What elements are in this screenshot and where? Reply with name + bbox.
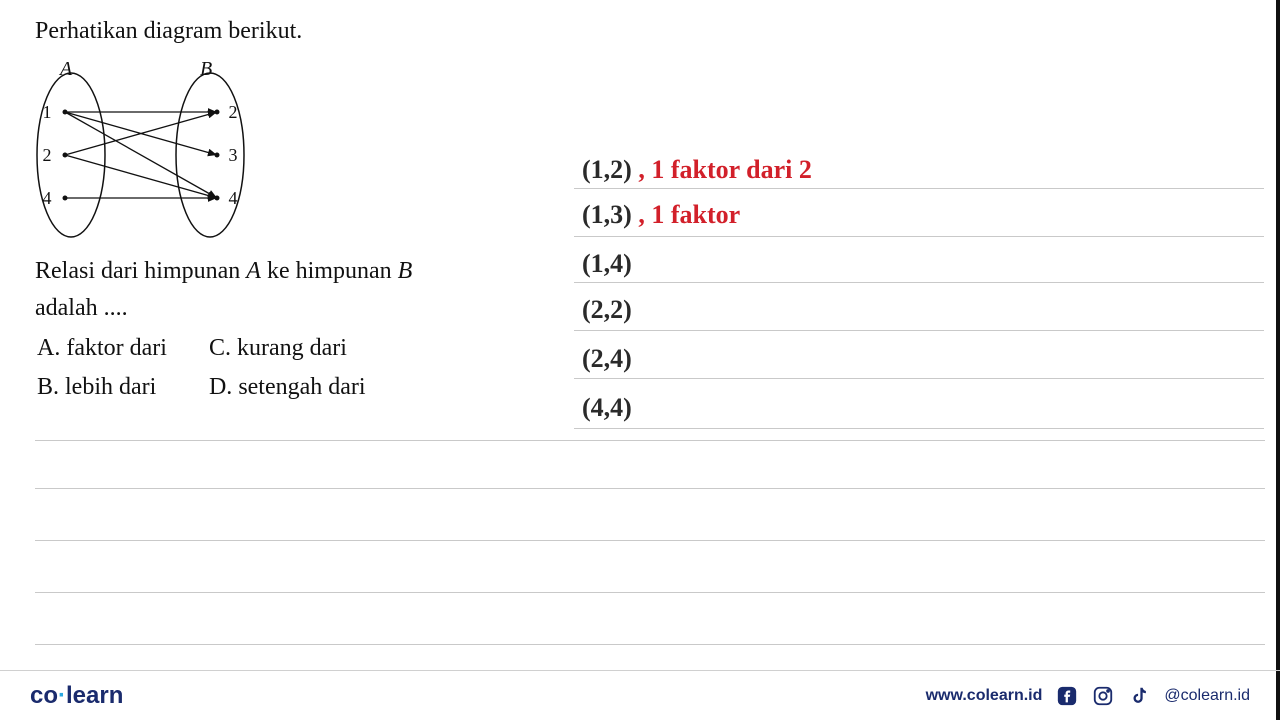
pair-text: (1,4) bbox=[582, 249, 632, 278]
opt-b-label: B. bbox=[37, 374, 59, 400]
ruled-line bbox=[35, 540, 1265, 541]
footer-right: www.colearn.id @colearn.id bbox=[926, 685, 1250, 707]
svg-text:3: 3 bbox=[229, 145, 238, 165]
handwritten-pair: (4,4) bbox=[582, 393, 632, 423]
opt-a-text: faktor dari bbox=[66, 335, 167, 361]
ruled-line bbox=[35, 592, 1265, 593]
q-line2: adalah .... bbox=[35, 295, 128, 321]
opt-c-label: C. bbox=[209, 335, 231, 361]
pair-note: , 1 faktor dari 2 bbox=[632, 155, 812, 184]
option-a: A. faktor dari bbox=[37, 330, 207, 367]
handwritten-pair: (2,4) bbox=[582, 344, 632, 374]
handwritten-pair: (1,4) bbox=[582, 249, 632, 279]
ruled-line bbox=[574, 236, 1264, 237]
footer: co·learn www.colearn.id @colearn.id bbox=[0, 670, 1280, 720]
svg-text:1: 1 bbox=[43, 102, 52, 122]
pair-text: (1,3) bbox=[582, 200, 632, 229]
facebook-icon[interactable] bbox=[1056, 685, 1078, 707]
pair-note: , 1 faktor bbox=[632, 200, 740, 229]
prompt-text: Perhatikan diagram berikut. bbox=[35, 18, 302, 45]
svg-text:2: 2 bbox=[229, 102, 238, 122]
opt-b-text: lebih dari bbox=[65, 374, 156, 400]
instagram-icon[interactable] bbox=[1092, 685, 1114, 707]
opt-c-text: kurang dari bbox=[237, 335, 347, 361]
svg-text:2: 2 bbox=[43, 145, 52, 165]
footer-handle: @colearn.id bbox=[1164, 687, 1250, 705]
question-text: Relasi dari himpunan A ke himpunan B ada… bbox=[35, 253, 565, 327]
ruled-line bbox=[574, 428, 1264, 429]
option-b: B. lebih dari bbox=[37, 369, 207, 406]
opt-d-label: D. bbox=[209, 374, 232, 400]
q-B: B bbox=[398, 258, 413, 284]
pair-text: (2,4) bbox=[582, 344, 632, 373]
handwritten-pair: (1,3) , 1 faktor bbox=[582, 200, 740, 230]
ruled-line bbox=[574, 282, 1264, 283]
footer-url[interactable]: www.colearn.id bbox=[926, 687, 1043, 705]
page: Perhatikan diagram berikut. A B 1 2 4 2 3 4 R… bbox=[0, 0, 1280, 720]
logo-pre: co bbox=[30, 682, 58, 709]
handwritten-pair: (1,2) , 1 faktor dari 2 bbox=[582, 155, 812, 185]
opt-a-label: A. bbox=[37, 335, 60, 361]
q-part1: Relasi dari himpunan bbox=[35, 258, 246, 284]
ruled-line bbox=[35, 488, 1265, 489]
option-d: D. setengah dari bbox=[209, 369, 406, 406]
q-mid: ke himpunan bbox=[261, 258, 398, 284]
ruled-line bbox=[35, 644, 1265, 645]
logo-post: learn bbox=[66, 682, 123, 709]
options-table: A. faktor dari C. kurang dari B. lebih d… bbox=[35, 328, 408, 408]
right-margin-bar bbox=[1276, 0, 1280, 720]
svg-text:4: 4 bbox=[43, 188, 52, 208]
pair-text: (2,2) bbox=[582, 295, 632, 324]
tiktok-icon[interactable] bbox=[1128, 685, 1150, 707]
ruled-line bbox=[574, 378, 1264, 379]
logo: co·learn bbox=[30, 682, 123, 710]
pair-text: (1,2) bbox=[582, 155, 632, 184]
ruled-line bbox=[35, 440, 1265, 441]
mapping-diagram: 1 2 4 2 3 4 bbox=[35, 55, 245, 240]
option-c: C. kurang dari bbox=[209, 330, 406, 367]
handwritten-pair: (2,2) bbox=[582, 295, 632, 325]
q-A: A bbox=[246, 258, 261, 284]
ruled-line bbox=[574, 330, 1264, 331]
svg-text:4: 4 bbox=[229, 188, 238, 208]
ruled-line bbox=[574, 188, 1264, 189]
opt-d-text: setengah dari bbox=[238, 374, 365, 400]
logo-dot: · bbox=[58, 682, 66, 709]
pair-text: (4,4) bbox=[582, 393, 632, 422]
